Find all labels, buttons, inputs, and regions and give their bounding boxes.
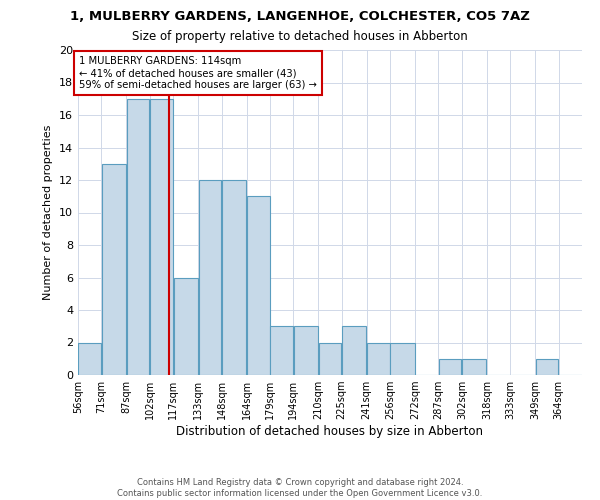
Bar (271, 326, 293, 375)
Bar (79, 342, 101, 375)
Bar (247, 196, 269, 375)
Bar (367, 342, 389, 375)
Bar (439, 359, 461, 375)
Text: Size of property relative to detached houses in Abberton: Size of property relative to detached ho… (132, 30, 468, 43)
Bar (319, 342, 341, 375)
Bar (102, 164, 126, 375)
Bar (222, 180, 246, 375)
Bar (391, 342, 415, 375)
Text: 1, MULBERRY GARDENS, LANGENHOE, COLCHESTER, CO5 7AZ: 1, MULBERRY GARDENS, LANGENHOE, COLCHEST… (70, 10, 530, 23)
Text: 1 MULBERRY GARDENS: 114sqm
← 41% of detached houses are smaller (43)
59% of semi: 1 MULBERRY GARDENS: 114sqm ← 41% of deta… (79, 56, 317, 90)
Bar (462, 359, 487, 375)
Y-axis label: Number of detached properties: Number of detached properties (43, 125, 53, 300)
Bar (342, 326, 366, 375)
Bar (536, 359, 558, 375)
Bar (199, 180, 221, 375)
Text: Contains HM Land Registry data © Crown copyright and database right 2024.
Contai: Contains HM Land Registry data © Crown c… (118, 478, 482, 498)
Bar (294, 326, 318, 375)
Bar (173, 278, 198, 375)
Bar (150, 99, 173, 375)
Bar (127, 99, 149, 375)
X-axis label: Distribution of detached houses by size in Abberton: Distribution of detached houses by size … (176, 425, 484, 438)
